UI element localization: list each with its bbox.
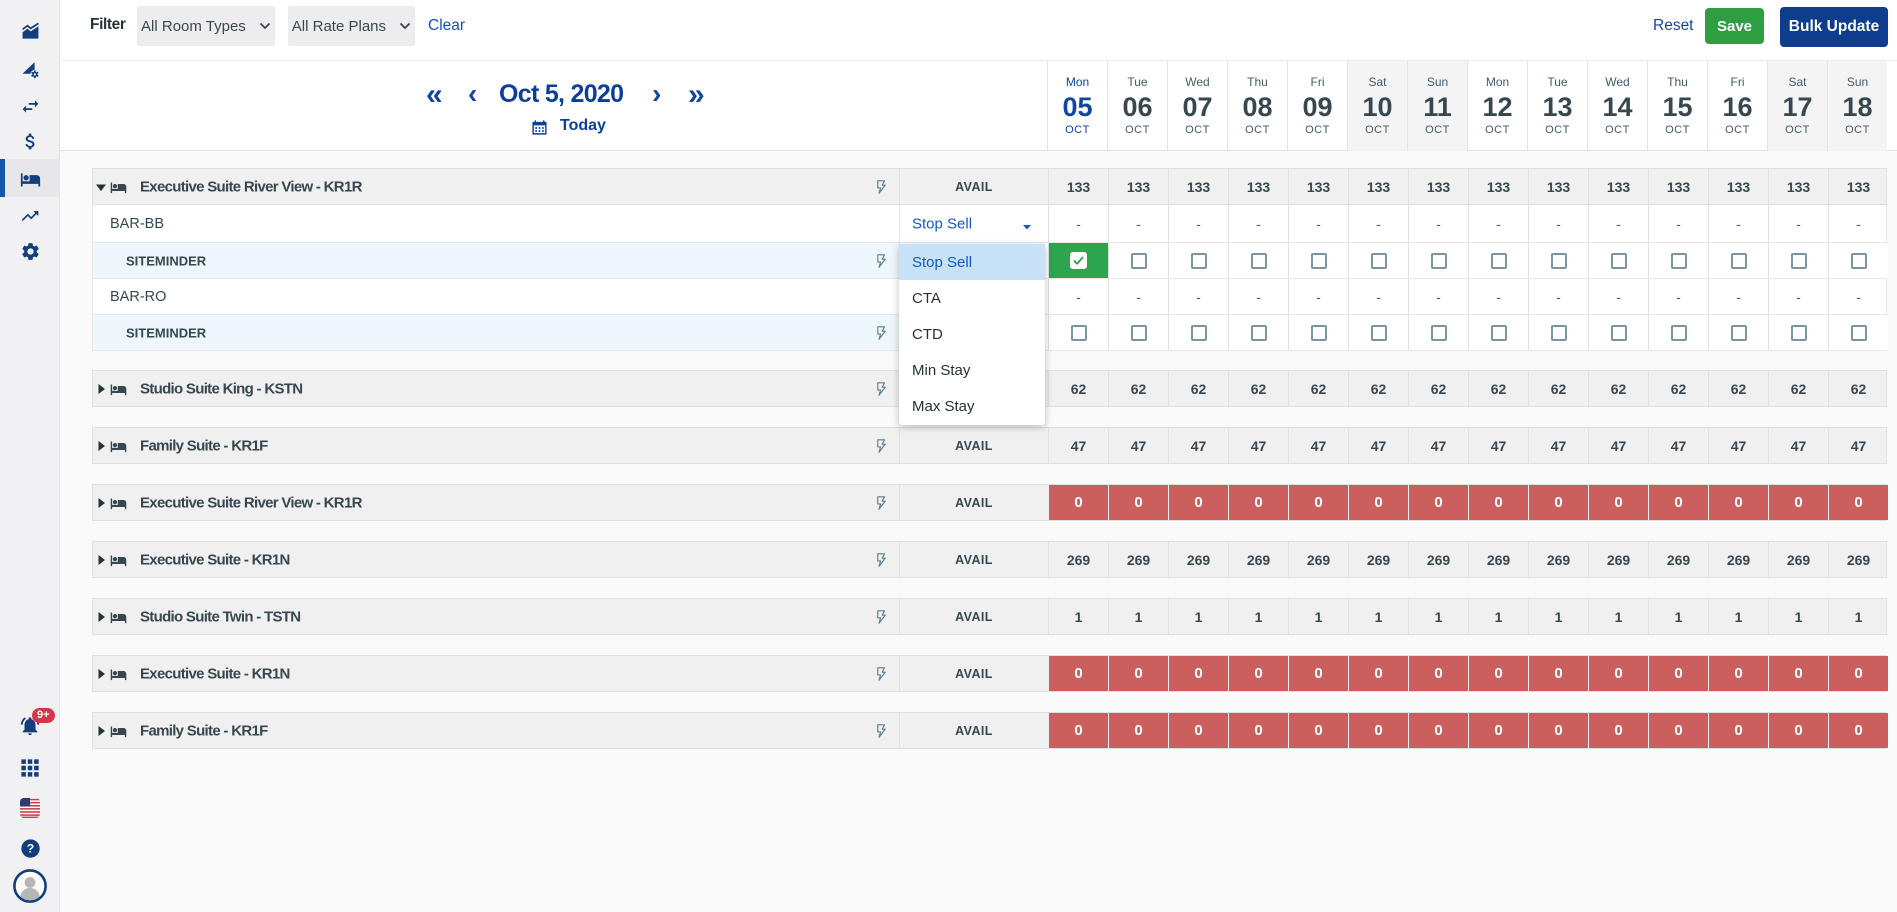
svg-text:?: ? xyxy=(26,842,33,856)
